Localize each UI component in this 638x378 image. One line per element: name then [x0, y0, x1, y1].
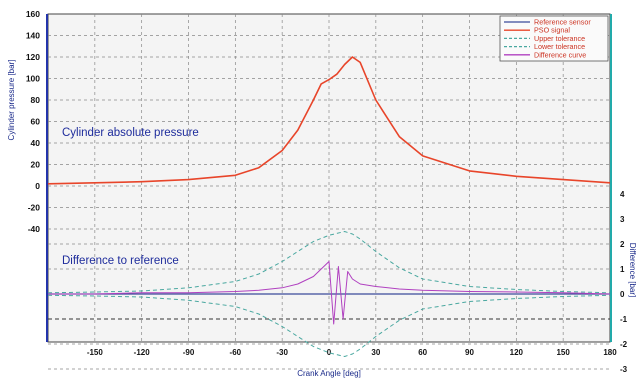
x-tick-label: 120 — [510, 348, 524, 357]
x-tick-label: 30 — [371, 348, 380, 357]
left-axis-ticks: -40 -20 0 20 40 60 80 100 120 140 160 — [26, 9, 40, 234]
annotation-pressure: Cylinder absolute pressure — [62, 127, 199, 139]
x-tick-label: 180 — [603, 348, 617, 357]
y-tick-label-left: 160 — [26, 9, 40, 19]
bottom-axis-ticks: -150 -120 -90 -60 -30 0 30 60 90 120 150 180 — [87, 348, 617, 357]
series-lower-tolerance — [47, 294, 611, 357]
x-tick-label: -120 — [134, 348, 151, 357]
x-tick-label: -90 — [183, 348, 195, 357]
annotation-difference: Difference to reference — [62, 255, 179, 267]
x-axis-title: Crank Angle [deg] — [297, 369, 361, 378]
legend-label: Difference curve — [534, 50, 586, 59]
x-tick-label: -60 — [230, 348, 242, 357]
y-tick-label-right: -3 — [620, 365, 628, 374]
legend-label: Reference sensor — [534, 18, 591, 27]
series-group — [47, 56, 611, 357]
y-axis-title-left: Cylinder pressure [bar] — [7, 60, 16, 141]
y-tick-label-right: -2 — [620, 340, 628, 349]
x-tick-label: 60 — [418, 348, 427, 357]
x-tick-label: 90 — [465, 348, 474, 357]
y-tick-label-right: 0 — [620, 290, 625, 299]
legend-label: Lower tolerance — [534, 42, 585, 51]
y-tick-label-right: -1 — [620, 315, 628, 324]
y-tick-label-right: 3 — [620, 215, 625, 224]
legend-label: PSO signal — [534, 26, 570, 35]
legend-label: Upper tolerance — [534, 34, 585, 43]
y-tick-label-left: -20 — [28, 203, 41, 213]
y-tick-label-left: 20 — [31, 160, 41, 170]
y-tick-label-right: 2 — [620, 240, 625, 249]
y-tick-label-left: 140 — [26, 31, 40, 41]
y-tick-label-right: 1 — [620, 265, 625, 274]
right-axis-ticks: -3 -2 -1 0 1 2 3 4 — [620, 190, 628, 374]
x-tick-label: -150 — [87, 348, 104, 357]
x-tick-label: -30 — [276, 348, 288, 357]
x-tick-label: 0 — [327, 348, 332, 357]
y-tick-label-left: 60 — [31, 117, 41, 127]
y-tick-label-left: -40 — [28, 224, 41, 234]
y-tick-label-left: 80 — [31, 95, 41, 105]
x-tick-label: 150 — [556, 348, 570, 357]
y-tick-label-left: 100 — [26, 74, 40, 84]
y-tick-label-left: 0 — [35, 181, 40, 191]
y-axis-title-right: Difference [bar] — [628, 243, 637, 298]
y-tick-label-left: 40 — [31, 138, 41, 148]
series-upper-tolerance — [47, 231, 611, 294]
series-difference-curve — [48, 261, 611, 325]
y-tick-label-right: 4 — [620, 190, 625, 199]
legend-box — [499, 15, 609, 62]
y-tick-label-left: 120 — [26, 52, 40, 62]
series-pso-signal — [47, 56, 611, 185]
